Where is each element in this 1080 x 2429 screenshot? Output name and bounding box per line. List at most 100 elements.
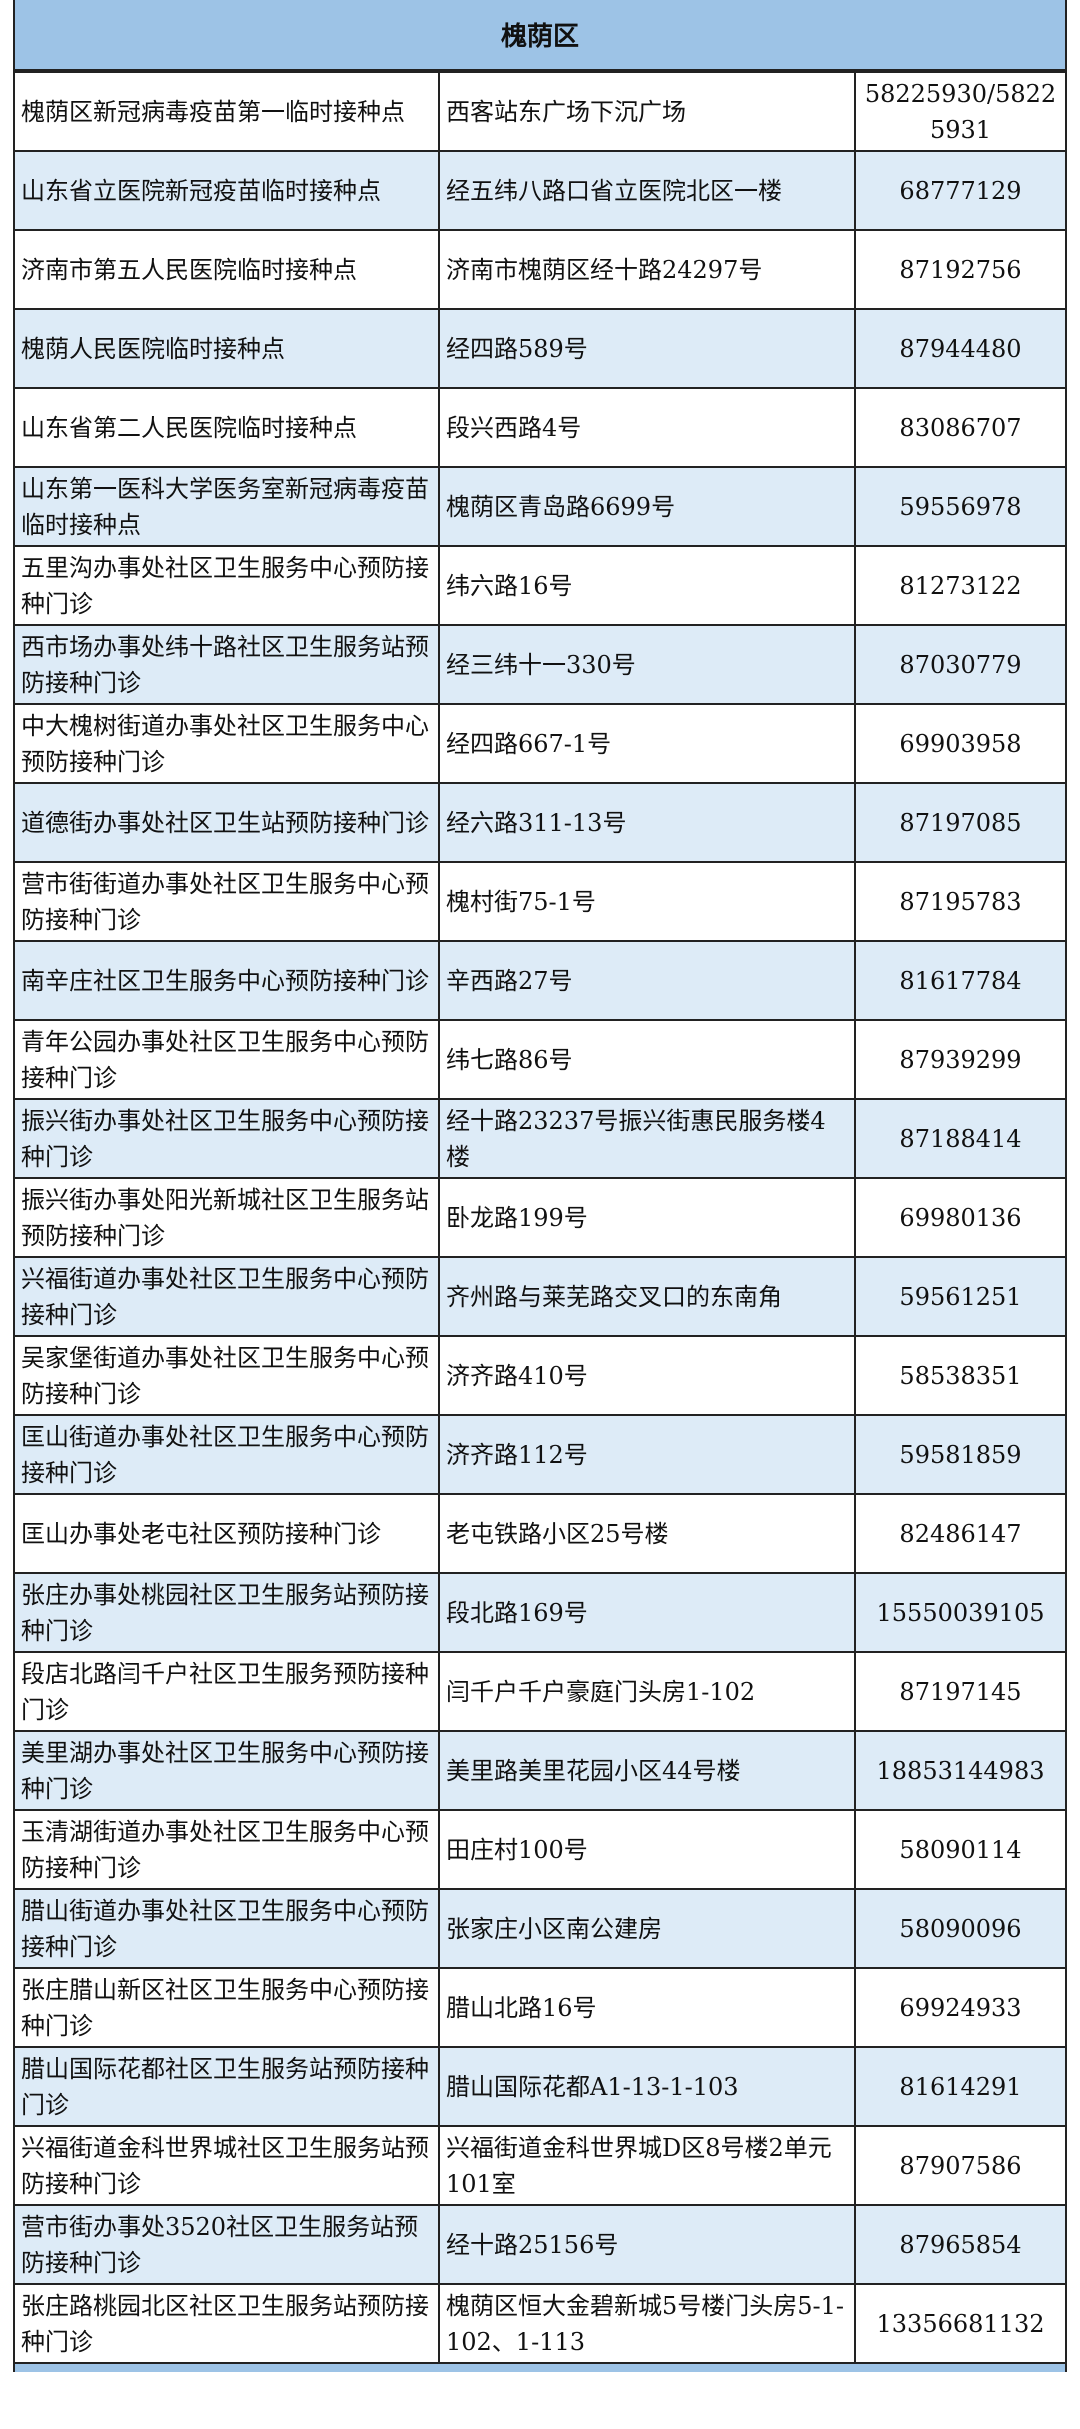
table-row: 振兴街办事处阳光新城社区卫生服务站预防接种门诊 卧龙路199号 69980136 bbox=[13, 1177, 1067, 1258]
site-name: 振兴街办事处社区卫生服务中心预防接种门诊 bbox=[13, 1098, 440, 1179]
site-name: 南辛庄社区卫生服务中心预防接种门诊 bbox=[13, 940, 440, 1021]
site-address: 段北路169号 bbox=[438, 1572, 856, 1653]
site-name: 张庄路桃园北区社区卫生服务站预防接种门诊 bbox=[13, 2283, 440, 2364]
site-address: 济南市槐荫区经十路24297号 bbox=[438, 229, 856, 310]
site-name: 五里沟办事处社区卫生服务中心预防接种门诊 bbox=[13, 545, 440, 626]
site-phone: 81614291 bbox=[854, 2046, 1067, 2127]
site-phone: 58225930/58225931 bbox=[854, 71, 1067, 152]
site-address: 腊山北路16号 bbox=[438, 1967, 856, 2048]
table-footer-band bbox=[13, 2364, 1067, 2372]
site-address: 老屯铁路小区25号楼 bbox=[438, 1493, 856, 1574]
site-address: 段兴西路4号 bbox=[438, 387, 856, 468]
site-name: 张庄腊山新区社区卫生服务中心预防接种门诊 bbox=[13, 1967, 440, 2048]
site-address: 美里路美里花园小区44号楼 bbox=[438, 1730, 856, 1811]
site-name: 营市街街道办事处社区卫生服务中心预防接种门诊 bbox=[13, 861, 440, 942]
site-phone: 18853144983 bbox=[854, 1730, 1067, 1811]
site-name: 段店北路闫千户社区卫生服务预防接种门诊 bbox=[13, 1651, 440, 1732]
site-address: 纬七路86号 bbox=[438, 1019, 856, 1100]
site-phone: 58090114 bbox=[854, 1809, 1067, 1890]
site-address: 经五纬八路口省立医院北区一楼 bbox=[438, 150, 856, 231]
site-phone: 59581859 bbox=[854, 1414, 1067, 1495]
table-row: 槐荫人民医院临时接种点 经四路589号 87944480 bbox=[13, 308, 1067, 389]
district-title: 槐荫区 bbox=[13, 0, 1067, 71]
site-phone: 81617784 bbox=[854, 940, 1067, 1021]
table-row: 道德街办事处社区卫生站预防接种门诊 经六路311-13号 87197085 bbox=[13, 782, 1067, 863]
site-address: 齐州路与莱芜路交叉口的东南角 bbox=[438, 1256, 856, 1337]
site-address: 田庄村100号 bbox=[438, 1809, 856, 1890]
table-row: 张庄路桃园北区社区卫生服务站预防接种门诊 槐荫区恒大金碧新城5号楼门头房5-1-1… bbox=[13, 2283, 1067, 2364]
site-name: 道德街办事处社区卫生站预防接种门诊 bbox=[13, 782, 440, 863]
site-phone: 15550039105 bbox=[854, 1572, 1067, 1653]
site-name: 吴家堡街道办事处社区卫生服务中心预防接种门诊 bbox=[13, 1335, 440, 1416]
site-name: 张庄办事处桃园社区卫生服务站预防接种门诊 bbox=[13, 1572, 440, 1653]
site-name: 兴福街道金科世界城社区卫生服务站预防接种门诊 bbox=[13, 2125, 440, 2206]
table-row: 济南市第五人民医院临时接种点 济南市槐荫区经十路24297号 87192756 bbox=[13, 229, 1067, 310]
site-phone: 82486147 bbox=[854, 1493, 1067, 1574]
site-name: 美里湖办事处社区卫生服务中心预防接种门诊 bbox=[13, 1730, 440, 1811]
site-phone: 68777129 bbox=[854, 150, 1067, 231]
site-phone: 87907586 bbox=[854, 2125, 1067, 2206]
site-address: 槐村街75-1号 bbox=[438, 861, 856, 942]
site-name: 西市场办事处纬十路社区卫生服务站预防接种门诊 bbox=[13, 624, 440, 705]
site-phone: 87944480 bbox=[854, 308, 1067, 389]
site-address: 经六路311-13号 bbox=[438, 782, 856, 863]
table-row: 振兴街办事处社区卫生服务中心预防接种门诊 经十路23237号振兴街惠民服务楼4楼 8… bbox=[13, 1098, 1067, 1179]
site-address: 经十路23237号振兴街惠民服务楼4楼 bbox=[438, 1098, 856, 1179]
site-name: 山东省第二人民医院临时接种点 bbox=[13, 387, 440, 468]
table-row: 兴福街道金科世界城社区卫生服务站预防接种门诊 兴福街道金科世界城D区8号楼2单元1… bbox=[13, 2125, 1067, 2206]
site-name: 兴福街道办事处社区卫生服务中心预防接种门诊 bbox=[13, 1256, 440, 1337]
site-address: 西客站东广场下沉广场 bbox=[438, 71, 856, 152]
table-row: 青年公园办事处社区卫生服务中心预防接种门诊 纬七路86号 87939299 bbox=[13, 1019, 1067, 1100]
site-address: 经四路667-1号 bbox=[438, 703, 856, 784]
table-row: 山东第一医科大学医务室新冠病毒疫苗临时接种点 槐荫区青岛路6699号 5955697… bbox=[13, 466, 1067, 547]
site-name: 腊山街道办事处社区卫生服务中心预防接种门诊 bbox=[13, 1888, 440, 1969]
table-row: 营市街街道办事处社区卫生服务中心预防接种门诊 槐村街75-1号 87195783 bbox=[13, 861, 1067, 942]
site-phone: 87197145 bbox=[854, 1651, 1067, 1732]
site-phone: 83086707 bbox=[854, 387, 1067, 468]
table-row: 西市场办事处纬十路社区卫生服务站预防接种门诊 经三纬十一330号 87030779 bbox=[13, 624, 1067, 705]
sites-table: 槐荫区新冠病毒疫苗第一临时接种点 西客站东广场下沉广场 58225930/58225… bbox=[13, 71, 1067, 2364]
site-address: 槐荫区青岛路6699号 bbox=[438, 466, 856, 547]
table-row: 段店北路闫千户社区卫生服务预防接种门诊 闫千户千户豪庭门头房1-102 871971… bbox=[13, 1651, 1067, 1732]
site-name: 槐荫区新冠病毒疫苗第一临时接种点 bbox=[13, 71, 440, 152]
site-address: 纬六路16号 bbox=[438, 545, 856, 626]
table-row: 张庄腊山新区社区卫生服务中心预防接种门诊 腊山北路16号 69924933 bbox=[13, 1967, 1067, 2048]
site-name: 山东省立医院新冠疫苗临时接种点 bbox=[13, 150, 440, 231]
table-row: 腊山街道办事处社区卫生服务中心预防接种门诊 张家庄小区南公建房 58090096 bbox=[13, 1888, 1067, 1969]
site-address: 经四路589号 bbox=[438, 308, 856, 389]
site-name: 营市街办事处3520社区卫生服务站预防接种门诊 bbox=[13, 2204, 440, 2285]
site-phone: 87965854 bbox=[854, 2204, 1067, 2285]
table-row: 美里湖办事处社区卫生服务中心预防接种门诊 美里路美里花园小区44号楼 1885314… bbox=[13, 1730, 1067, 1811]
table-row: 槐荫区新冠病毒疫苗第一临时接种点 西客站东广场下沉广场 58225930/58225… bbox=[13, 71, 1067, 152]
table-row: 营市街办事处3520社区卫生服务站预防接种门诊 经十路25156号 87965854 bbox=[13, 2204, 1067, 2285]
site-phone: 59556978 bbox=[854, 466, 1067, 547]
table-row: 腊山国际花都社区卫生服务站预防接种门诊 腊山国际花都A1-13-1-103 8161… bbox=[13, 2046, 1067, 2127]
site-name: 匡山办事处老屯社区预防接种门诊 bbox=[13, 1493, 440, 1574]
table-row: 山东省立医院新冠疫苗临时接种点 经五纬八路口省立医院北区一楼 68777129 bbox=[13, 150, 1067, 231]
site-address: 张家庄小区南公建房 bbox=[438, 1888, 856, 1969]
site-address: 经三纬十一330号 bbox=[438, 624, 856, 705]
table-row: 吴家堡街道办事处社区卫生服务中心预防接种门诊 济齐路410号 58538351 bbox=[13, 1335, 1067, 1416]
site-address: 济齐路112号 bbox=[438, 1414, 856, 1495]
site-phone: 87030779 bbox=[854, 624, 1067, 705]
site-phone: 59561251 bbox=[854, 1256, 1067, 1337]
site-phone: 87197085 bbox=[854, 782, 1067, 863]
site-name: 槐荫人民医院临时接种点 bbox=[13, 308, 440, 389]
site-phone: 81273122 bbox=[854, 545, 1067, 626]
site-phone: 87939299 bbox=[854, 1019, 1067, 1100]
site-phone: 58090096 bbox=[854, 1888, 1067, 1969]
site-name: 匡山街道办事处社区卫生服务中心预防接种门诊 bbox=[13, 1414, 440, 1495]
site-phone: 13356681132 bbox=[854, 2283, 1067, 2364]
vaccination-sites-table: 槐荫区 槐荫区新冠病毒疫苗第一临时接种点 西客站东广场下沉广场 58225930/5… bbox=[13, 0, 1067, 2372]
site-name: 玉清湖街道办事处社区卫生服务中心预防接种门诊 bbox=[13, 1809, 440, 1890]
site-address: 腊山国际花都A1-13-1-103 bbox=[438, 2046, 856, 2127]
site-name: 山东第一医科大学医务室新冠病毒疫苗临时接种点 bbox=[13, 466, 440, 547]
table-row: 中大槐树街道办事处社区卫生服务中心预防接种门诊 经四路667-1号 69903958 bbox=[13, 703, 1067, 784]
site-phone: 69980136 bbox=[854, 1177, 1067, 1258]
table-row: 匡山街道办事处社区卫生服务中心预防接种门诊 济齐路112号 59581859 bbox=[13, 1414, 1067, 1495]
site-address: 闫千户千户豪庭门头房1-102 bbox=[438, 1651, 856, 1732]
table-row: 南辛庄社区卫生服务中心预防接种门诊 辛西路27号 81617784 bbox=[13, 940, 1067, 1021]
site-phone: 69903958 bbox=[854, 703, 1067, 784]
site-phone: 87192756 bbox=[854, 229, 1067, 310]
table-row: 张庄办事处桃园社区卫生服务站预防接种门诊 段北路169号 15550039105 bbox=[13, 1572, 1067, 1653]
